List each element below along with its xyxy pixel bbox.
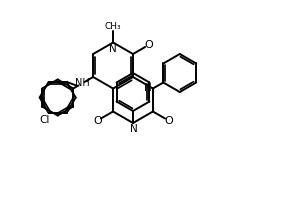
Text: Cl: Cl bbox=[39, 115, 50, 125]
Text: NH: NH bbox=[74, 78, 89, 88]
Text: N: N bbox=[109, 44, 117, 54]
Text: O: O bbox=[144, 40, 153, 50]
Text: O: O bbox=[93, 115, 102, 125]
Text: O: O bbox=[164, 115, 173, 125]
Text: N: N bbox=[144, 83, 152, 94]
Text: N: N bbox=[130, 125, 138, 135]
Text: CH₃: CH₃ bbox=[105, 22, 121, 31]
